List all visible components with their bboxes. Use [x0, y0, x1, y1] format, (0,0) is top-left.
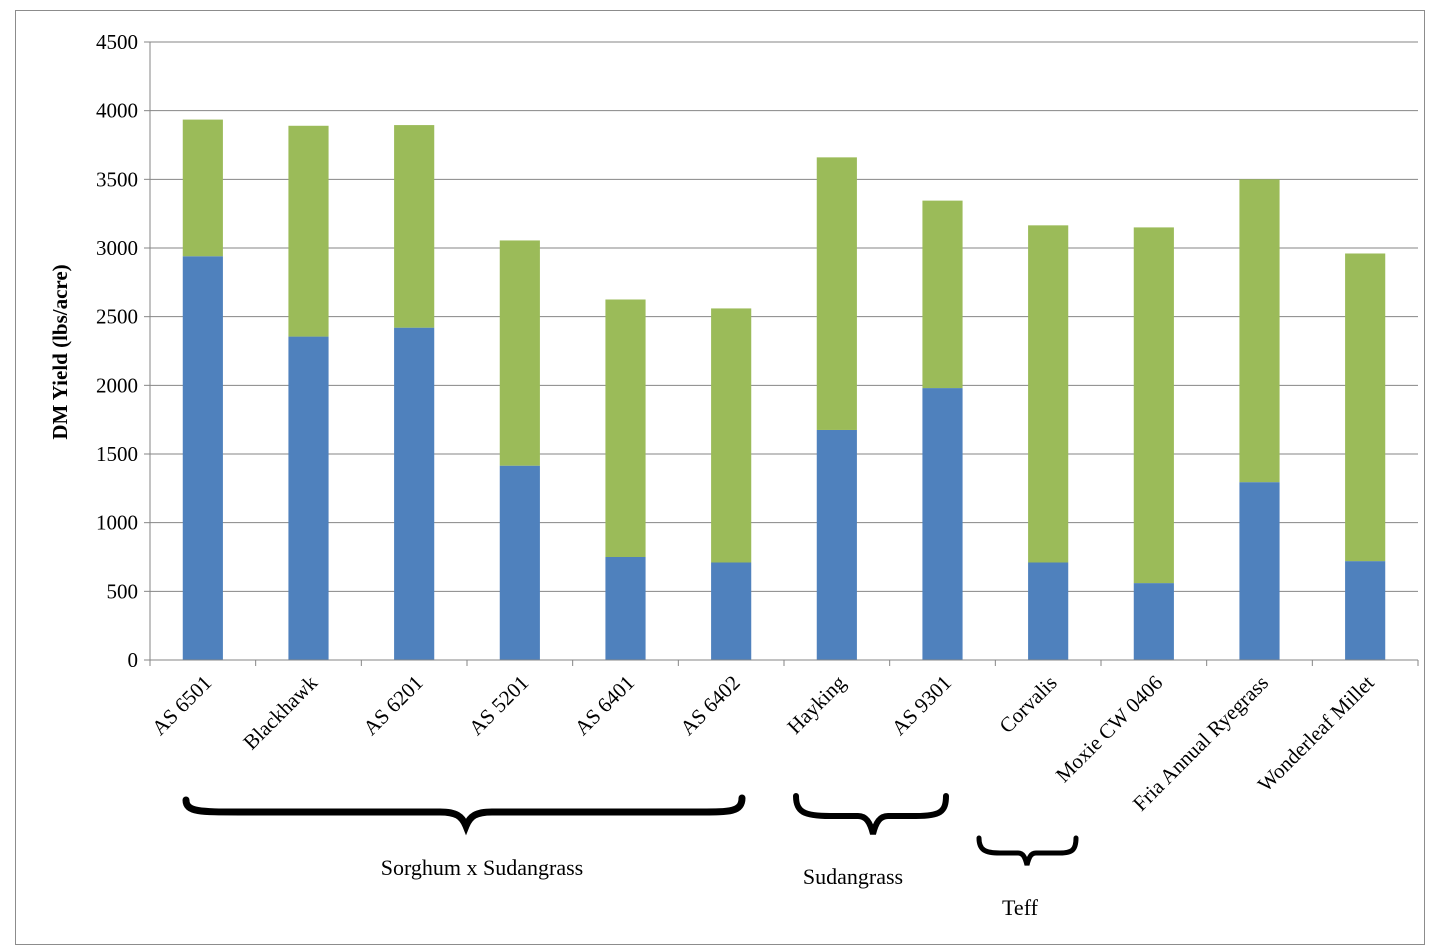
y-tick-label: 3500 [96, 167, 138, 191]
group-label-teff: Teff [1002, 895, 1039, 920]
bar-segment-series-1 [499, 465, 540, 660]
x-tick-label: Hayking [782, 670, 850, 738]
brace-sorghum [182, 794, 746, 836]
x-tick-label: AS 9301 [887, 671, 956, 740]
x-tick-label: Corvalis [994, 671, 1061, 738]
bar-segment-series-2 [711, 308, 752, 563]
bar-segment-series-2 [922, 200, 963, 389]
group-labels: Sorghum x Sudangrass Sudangrass Teff [381, 855, 1039, 920]
y-tick-label: 4500 [96, 30, 138, 54]
y-tick-label: 500 [107, 579, 139, 603]
bar-segment-series-2 [1028, 225, 1069, 563]
bar-segment-series-1 [1345, 561, 1386, 660]
x-tick-label: AS 6402 [675, 671, 744, 740]
axes [149, 42, 1418, 661]
x-tick-label: Moxie CW 0406 [1051, 671, 1168, 788]
brace-teff [976, 835, 1079, 866]
bar-segment-series-1 [182, 256, 223, 660]
x-tick-label: AS 6401 [570, 671, 639, 740]
y-tick-labels: 0 500 1000 1500 2000 2500 3000 3500 4000 4500 [96, 30, 138, 672]
x-tick-label: Blackhawk [238, 670, 322, 754]
bar-segment-series-1 [1028, 562, 1069, 660]
y-tick-label: 3000 [96, 236, 138, 260]
bar-segment-series-1 [922, 388, 963, 660]
brace-sudangrass [793, 793, 949, 835]
y-tick-label: 1000 [96, 511, 138, 535]
group-braces [182, 793, 1079, 866]
bar-segment-series-2 [1345, 253, 1386, 562]
bar-segment-series-2 [1239, 179, 1280, 483]
y-tick-label: 2500 [96, 305, 138, 329]
y-axis-label: DM Yield (lbs/acre) [48, 264, 72, 439]
x-tick-labels: AS 6501 Blackhawk AS 6201 AS 5201 AS 6401 AS … [147, 670, 1379, 815]
y-tick-label: 1500 [96, 442, 138, 466]
bar-segment-series-1 [605, 557, 646, 660]
bar-segment-series-1 [288, 336, 329, 660]
y-tick-label: 0 [128, 648, 139, 672]
y-tick-label: 2000 [96, 373, 138, 397]
bar-segment-series-2 [1133, 227, 1174, 584]
x-tick-label: AS 6201 [358, 671, 427, 740]
bar-segment-series-2 [182, 119, 223, 257]
bar-segment-series-2 [816, 157, 857, 430]
x-tick-label: AS 5201 [464, 671, 533, 740]
bar-segment-series-1 [1133, 583, 1174, 660]
bar-segment-series-2 [394, 125, 435, 328]
bars [182, 119, 1386, 660]
x-tick-label: Wonderleaf Millet [1253, 670, 1379, 796]
bar-segment-series-2 [288, 125, 329, 337]
bar-segment-series-1 [1239, 482, 1280, 660]
bar-segment-series-1 [816, 429, 857, 660]
gridlines [144, 41, 1419, 666]
bar-segment-series-1 [394, 327, 435, 660]
y-tick-label: 4000 [96, 99, 138, 123]
x-tick-label: AS 6501 [147, 671, 216, 740]
bar-segment-series-2 [605, 299, 646, 557]
bar-segment-series-1 [711, 562, 752, 660]
group-label-sorghum: Sorghum x Sudangrass [381, 855, 584, 880]
group-label-sudangrass: Sudangrass [803, 864, 903, 889]
bar-segment-series-2 [499, 240, 540, 466]
